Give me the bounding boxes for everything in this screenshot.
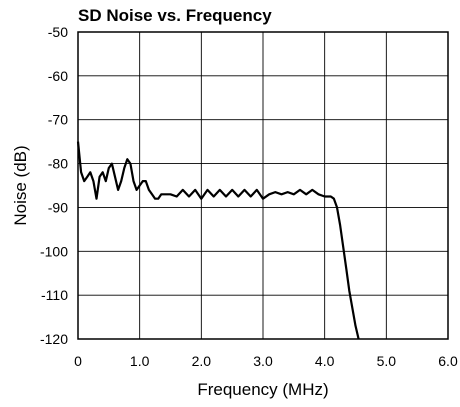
grid-lines <box>78 32 448 339</box>
x-tick-label: 2.0 <box>192 353 212 369</box>
y-tick-label: -90 <box>48 199 68 215</box>
y-tick-label: -80 <box>48 156 68 172</box>
y-tick-labels: -50 -60 -70 -80 -90 -100 -110 -120 <box>40 24 68 347</box>
x-tick-label: 0 <box>74 353 82 369</box>
y-tick-label: -120 <box>40 331 68 347</box>
y-tick-label: -100 <box>40 243 68 259</box>
x-tick-label: 5.0 <box>377 353 397 369</box>
chart-title: SD Noise vs. Frequency <box>78 6 272 25</box>
y-axis-label: Noise (dB) <box>11 145 30 225</box>
x-tick-label: 1.0 <box>130 353 150 369</box>
y-tick-label: -110 <box>41 287 68 303</box>
x-tick-label: 3.0 <box>253 353 273 369</box>
y-tick-label: -50 <box>48 24 68 40</box>
noise-series-line <box>76 141 360 340</box>
x-tick-labels: 0 1.0 2.0 3.0 4.0 5.0 6.0 <box>74 353 458 369</box>
y-tick-label: -60 <box>48 68 68 84</box>
plot-frame <box>77 31 449 340</box>
x-tick-label: 4.0 <box>315 353 335 369</box>
x-tick-label: 6.0 <box>438 353 458 369</box>
x-axis-label: Frequency (MHz) <box>197 380 328 399</box>
y-tick-label: -70 <box>48 112 68 128</box>
